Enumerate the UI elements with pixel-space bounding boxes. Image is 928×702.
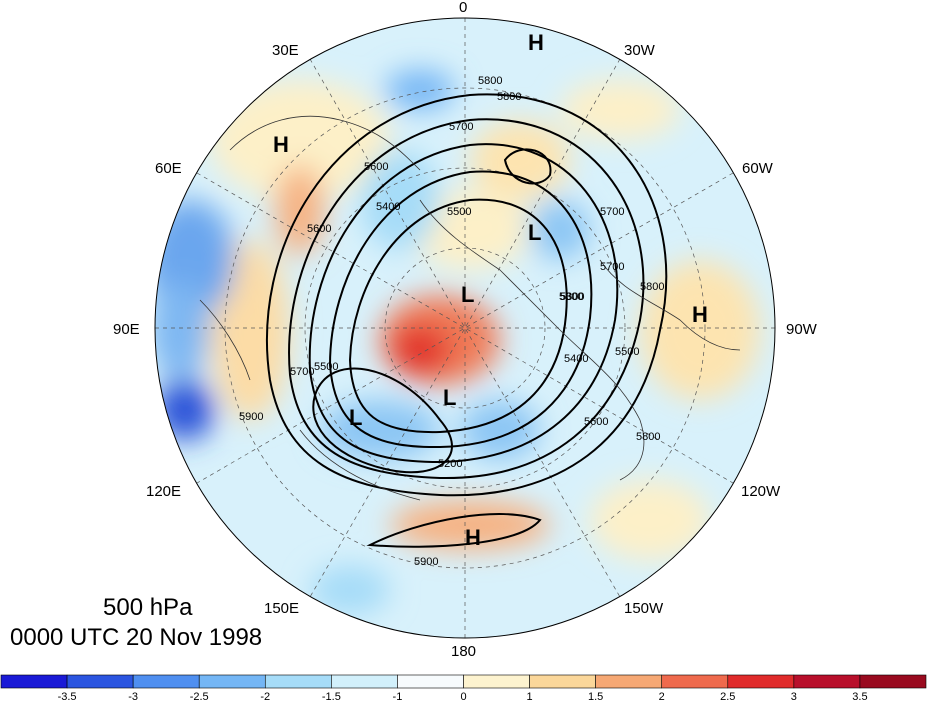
contour-label: 5700	[290, 366, 314, 378]
contour-label: 5400	[376, 201, 400, 213]
high-center-marker: H	[465, 525, 481, 550]
contour-label: 5900	[414, 556, 438, 568]
colorbar-swatch	[793, 674, 861, 689]
colorbar-swatch	[397, 674, 464, 689]
lon-label-30w: 30W	[624, 42, 655, 59]
colorbar-tick-label: 0	[460, 691, 466, 702]
colorbar-tick-label: 2	[659, 691, 665, 702]
colorbar-swatch	[661, 674, 729, 689]
lon-label-60w: 60W	[742, 160, 773, 177]
colorbar-tick-label: -3.5	[58, 691, 77, 702]
colorbar-swatch	[132, 674, 200, 689]
colorbar-tick-label: -1.5	[322, 691, 341, 702]
contour-label: 5300	[560, 291, 584, 303]
contour-label: 5800	[478, 75, 502, 87]
low-center-marker: L	[528, 220, 541, 245]
lon-label-30e: 30E	[272, 42, 299, 59]
low-center-marker: L	[443, 385, 456, 410]
colorbar-swatch	[66, 674, 134, 689]
high-center-marker: H	[692, 302, 708, 327]
contour-label: 5700	[449, 121, 473, 133]
contour-label: 5800	[636, 431, 660, 443]
colorbar-tick-label: -1	[393, 691, 403, 702]
colorbar-swatch	[529, 674, 596, 689]
coastlines	[199, 115, 741, 501]
lon-label-90e: 90E	[113, 321, 140, 338]
low-center-marker: L	[349, 405, 362, 430]
colorbar-tick-label: 3.5	[852, 691, 867, 702]
map-boundary	[154, 17, 776, 639]
colorbar-tick-label: 3	[791, 691, 797, 702]
colorbar-tick-label: -2	[260, 691, 270, 702]
lon-label-60e: 60E	[155, 160, 182, 177]
contour-label: 5500	[615, 346, 639, 358]
colorbar-swatch	[463, 674, 530, 689]
pressure-centers: H H H H L L L L	[273, 30, 708, 550]
colorbar-tick-label: -3	[128, 691, 138, 702]
colorbar-tick-label: 2.5	[720, 691, 735, 702]
contour-label: 5900	[239, 411, 263, 423]
contour-label: 5800	[497, 91, 521, 103]
contour-label: 5400	[564, 353, 588, 365]
time-label: 0000 UTC 20 Nov 1998	[10, 624, 263, 651]
contour-label: 5700	[600, 261, 624, 273]
colorbar-tick-label: -2.5	[190, 691, 209, 702]
height-contours	[265, 93, 668, 548]
lon-label-120w: 120W	[741, 483, 781, 500]
contour-label: 5600	[584, 416, 608, 428]
contour-label: 5700	[600, 206, 624, 218]
contour-label: 5800	[640, 281, 664, 293]
graticule	[155, 18, 775, 638]
colorbar-swatch	[264, 674, 332, 689]
lon-label-90w: 90W	[786, 321, 817, 338]
level-label: 500 hPa	[103, 594, 193, 621]
contour-label: 5600	[307, 223, 331, 235]
colorbar: -3.5 -3 -2.5 -2 -1.5 -1 0 1 1.5 2 2.5 3 3.5	[0, 674, 927, 702]
lon-label-150w: 150W	[624, 600, 664, 617]
high-center-marker: H	[273, 132, 289, 157]
lon-label-120e: 120E	[146, 483, 182, 500]
colorbar-swatch	[595, 674, 663, 689]
contour-label: 5300	[559, 291, 583, 303]
colorbar-swatch	[859, 674, 927, 689]
contour-label-group: 5800 5800 5700 5600 5500 5400 5300 5200 …	[239, 75, 664, 568]
high-center-marker: H	[528, 30, 544, 55]
colorbar-tick-label: 1	[527, 691, 533, 702]
lon-label-150e: 150E	[264, 600, 300, 617]
contour-label: 5600	[364, 161, 388, 173]
low-center-marker: L	[461, 282, 474, 307]
colorbar-swatch	[0, 674, 68, 689]
colorbar-tick-label: 1.5	[588, 691, 603, 702]
colorbar-swatch	[198, 674, 266, 689]
contour-label: 5500	[447, 206, 471, 218]
contour-label: 5500	[314, 361, 338, 373]
lon-label-0: 0	[459, 0, 468, 16]
colorbar-swatch	[331, 674, 398, 689]
lon-label-180: 180	[451, 643, 477, 660]
contour-label: 5200	[438, 458, 462, 470]
colorbar-swatch	[727, 674, 795, 689]
